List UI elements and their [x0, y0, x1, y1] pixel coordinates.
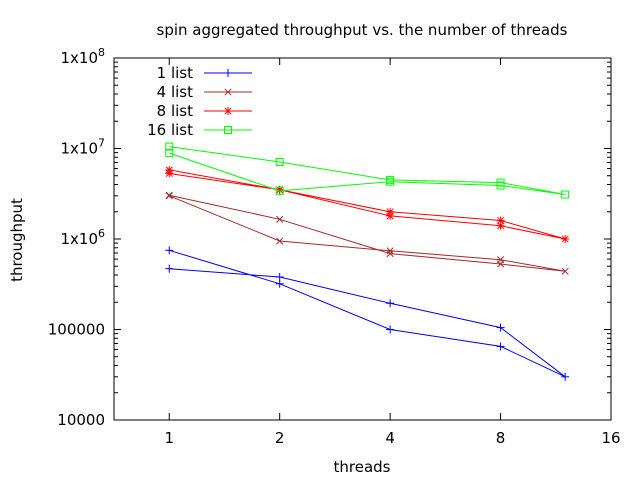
data-point — [165, 246, 174, 255]
y-tick-base: 100000 — [48, 321, 105, 339]
y-tick-label-100000: 100000 — [48, 321, 105, 339]
data-point — [561, 235, 570, 243]
data-point — [386, 211, 395, 220]
data-point — [276, 215, 284, 223]
data-point — [275, 157, 284, 166]
y-tick-base: 10000 — [57, 411, 105, 429]
data-point — [497, 260, 505, 268]
x-tick-label-2: 2 — [275, 429, 285, 447]
y-tick-label-10000: 10000 — [57, 411, 105, 429]
legend-label: 8 list — [157, 102, 193, 120]
x-tick-label-4: 4 — [385, 429, 395, 447]
legend-swatch-marker — [224, 126, 232, 134]
data-point — [165, 149, 174, 158]
chart-title: spin aggregated throughput vs. the numbe… — [157, 21, 568, 39]
data-point — [165, 191, 173, 199]
y-tick-label-100000000: 1x108 — [60, 46, 105, 67]
legend-swatch-marker — [224, 88, 232, 96]
data-point — [275, 279, 284, 288]
data-point — [386, 325, 395, 334]
x-tick-label-16: 16 — [601, 429, 620, 447]
series-16-list — [165, 142, 570, 199]
data-point — [386, 247, 394, 255]
series-line — [169, 146, 566, 195]
legend-label: 1 list — [157, 64, 193, 82]
y-tick-exponent: 7 — [98, 137, 105, 150]
data-point — [275, 273, 284, 282]
data-point — [496, 181, 505, 190]
data-point — [386, 250, 394, 258]
legend-swatch-marker — [224, 69, 232, 77]
legend-label: 4 list — [157, 83, 193, 101]
data-point — [275, 186, 284, 195]
data-point — [165, 169, 174, 178]
data-point — [165, 264, 174, 273]
series-1-list — [165, 246, 570, 381]
y-tick-exponent: 8 — [98, 46, 105, 59]
x-tick-label-8: 8 — [496, 429, 506, 447]
legend-entry: 16 list — [147, 121, 252, 139]
y-tick-label-1000000: 1x106 — [60, 227, 105, 248]
y-axis-label: throughput — [8, 198, 26, 282]
data-point — [165, 142, 174, 151]
plot-frame — [113, 57, 612, 421]
legend-entry: 4 list — [157, 83, 252, 101]
data-point — [386, 299, 395, 308]
data-point — [496, 323, 505, 332]
y-tick-label-10000000: 1x107 — [60, 137, 105, 158]
data-point — [496, 221, 505, 230]
data-point — [496, 342, 505, 351]
y-tick-exponent: 6 — [98, 227, 105, 240]
x-tick-label-1: 1 — [164, 429, 174, 447]
data-point — [276, 237, 284, 245]
series-group — [165, 142, 570, 381]
legend-swatch-marker — [224, 107, 232, 115]
data-point — [561, 190, 570, 199]
data-point — [496, 216, 505, 225]
x-axis-label: threads — [334, 458, 391, 476]
y-tick-base: 1x10 — [60, 49, 98, 67]
data-point — [561, 267, 569, 275]
legend-label: 16 list — [147, 121, 193, 139]
series-4-list — [165, 191, 569, 275]
y-tick-base: 1x10 — [60, 140, 98, 158]
y-tick-base: 1x10 — [60, 230, 98, 248]
data-point — [561, 372, 570, 381]
legend-entry: 8 list — [157, 102, 252, 120]
data-point — [386, 177, 395, 186]
legend-entry: 1 list — [157, 64, 252, 82]
